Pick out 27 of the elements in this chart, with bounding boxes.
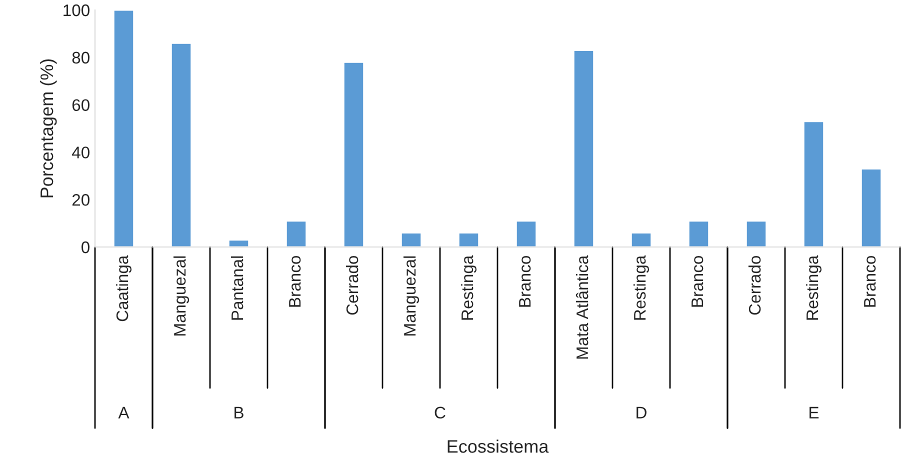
x-axis-title: B <box>234 406 244 418</box>
y-tick-label: 0 <box>82 241 90 254</box>
x-tick-label: Cerrado <box>346 256 358 315</box>
x-tick-label: Branco <box>289 256 301 307</box>
x-tick-label: Branco <box>692 256 704 307</box>
x-axis-title: E <box>810 406 819 418</box>
x-tick-label: Caatinga <box>116 255 132 322</box>
y-tick-label: 40 <box>72 146 90 158</box>
x-axis-title: D <box>636 406 646 418</box>
x-tick-label: Restinga <box>806 255 822 320</box>
x-axis-title: C <box>434 406 446 419</box>
x-tick-label: Manguezal <box>403 256 420 336</box>
x-axis-title: A <box>118 406 130 418</box>
x-tick-label: Branco <box>864 256 876 307</box>
y-axis-title: Porcentagem (%) <box>40 59 57 198</box>
y-tick-label: 60 <box>72 99 90 112</box>
y-tick-label: 20 <box>72 194 90 206</box>
x-tick-label: Restinga <box>460 255 477 320</box>
x-tick-label: Restinga <box>633 255 650 320</box>
x-tick-label: Mata Atlântica <box>576 255 588 359</box>
x-tick-label: Pantanal <box>230 256 244 320</box>
text: Ecossistema <box>448 440 549 453</box>
y-tick-label: 80 <box>72 52 90 64</box>
y-tick-label: 100 <box>64 4 90 16</box>
x-tick-label: Cerrado <box>748 256 761 315</box>
x-tick-label: Manguezal <box>173 256 190 336</box>
x-tick-label: Branco <box>519 256 531 307</box>
